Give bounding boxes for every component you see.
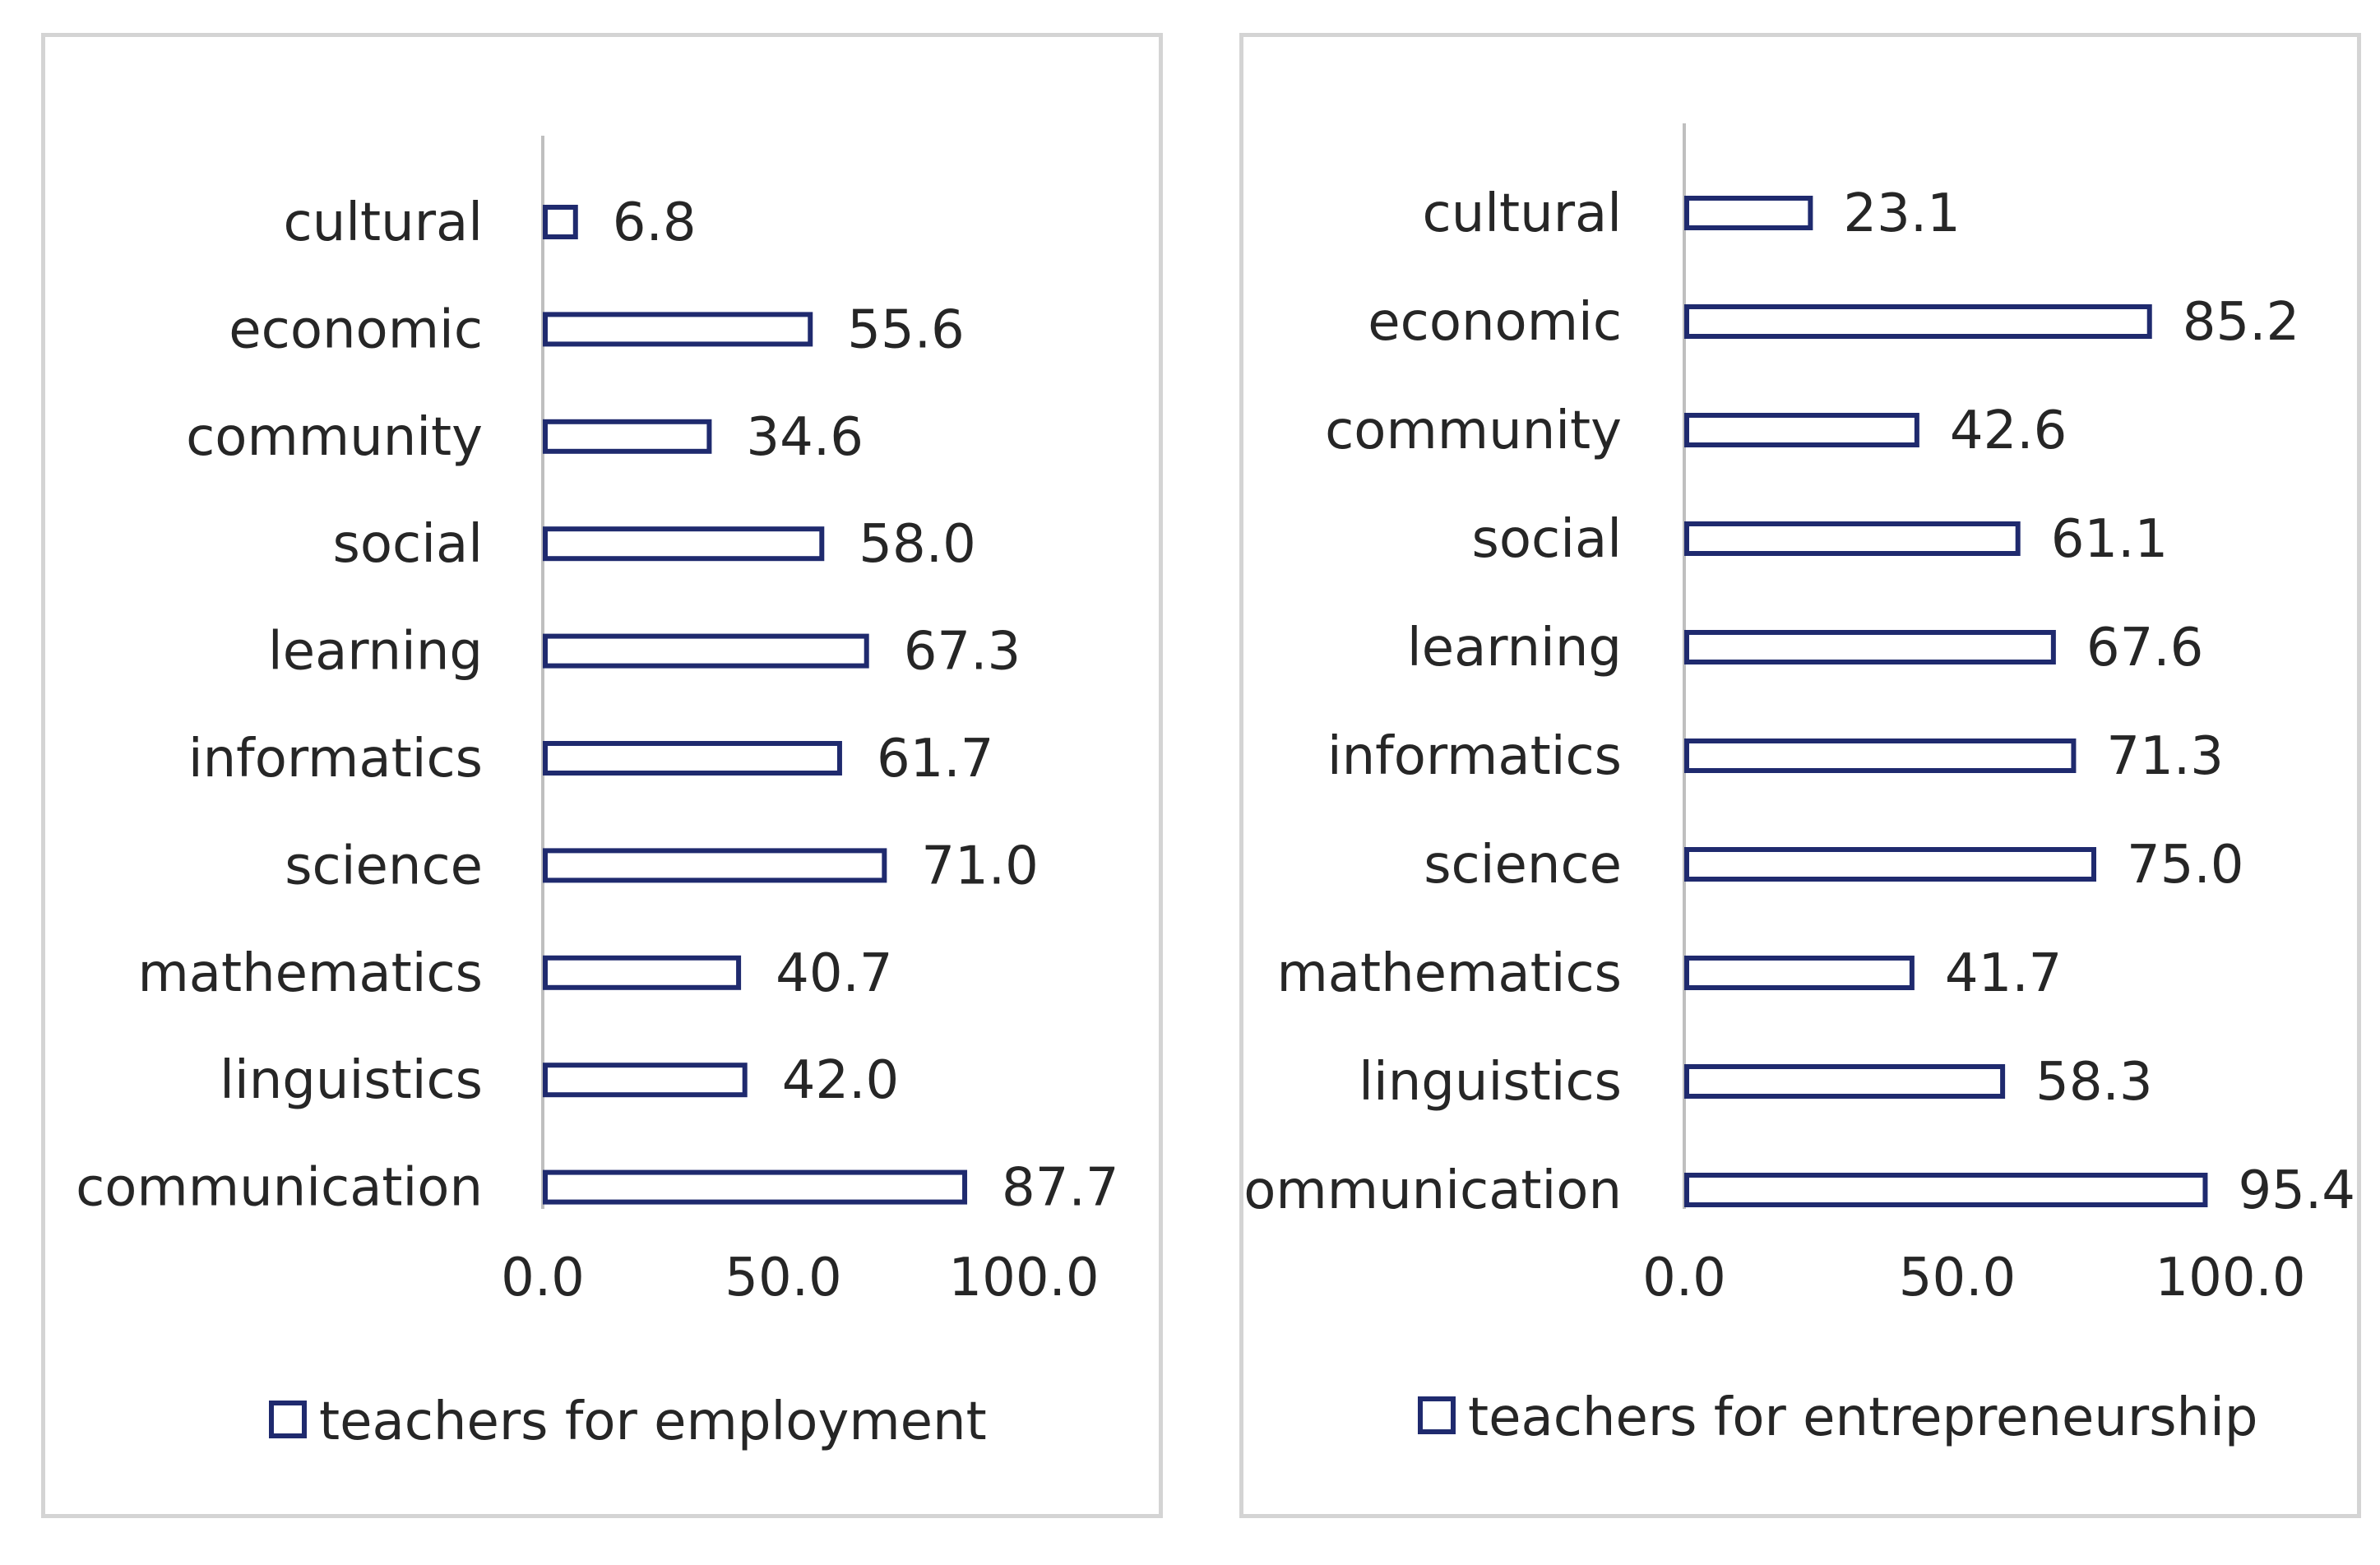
data-label: 71.0 — [921, 836, 1039, 896]
x-tick-label: 100.0 — [948, 1248, 1099, 1308]
bar — [543, 633, 869, 669]
chart-employment: cultural 6.8 economic 55.6 community 34.6 soci… — [76, 136, 1119, 1452]
data-label: 71.3 — [2106, 726, 2224, 787]
data-label: 95.4 — [2238, 1160, 2355, 1221]
bar — [543, 205, 578, 239]
data-label: 23.1 — [1843, 183, 1961, 244]
category-label: community — [186, 407, 483, 468]
bar — [543, 526, 825, 562]
category-label: linguistics — [220, 1050, 483, 1111]
category-label: cultural — [284, 192, 484, 253]
category-label: cultural — [1423, 183, 1623, 244]
bar — [1684, 956, 1915, 990]
bar — [543, 741, 842, 776]
category-label: mathematics — [137, 943, 483, 1004]
data-label: 34.6 — [746, 407, 863, 468]
chart-entrepreneurship: cultural 23.1 economic 85.2 community 42.6 soc… — [1243, 123, 2355, 1448]
data-label: 67.3 — [904, 622, 1021, 683]
category-label: economic — [229, 299, 483, 360]
x-tick-label: 50.0 — [1899, 1248, 2017, 1308]
chart-panel-employment: cultural 6.8 economic 55.6 community 34.6 soci… — [41, 33, 1163, 1518]
bar — [543, 419, 712, 454]
data-label: 58.3 — [2035, 1052, 2153, 1113]
x-tick-label: 100.0 — [2155, 1248, 2305, 1308]
x-tick-label: 0.0 — [1642, 1248, 1726, 1308]
bar — [1684, 413, 1919, 447]
category-label: social — [1472, 509, 1622, 570]
bar — [1684, 196, 1813, 230]
bar — [543, 1063, 748, 1098]
data-label: 75.0 — [2127, 835, 2244, 896]
bar — [1684, 1173, 2208, 1207]
data-label: 61.7 — [877, 729, 994, 789]
data-label: 87.7 — [1002, 1158, 1119, 1219]
chart-panel-entrepreneurship: cultural 23.1 economic 85.2 community 42.6 soc… — [1239, 33, 2361, 1518]
legend-label: teachers for entrepreneurship — [1468, 1387, 2258, 1448]
category-label: linguistics — [1359, 1052, 1622, 1113]
category-label: science — [285, 836, 483, 896]
bar — [543, 1169, 968, 1205]
data-label: 67.6 — [2086, 618, 2204, 678]
data-label: 55.6 — [847, 299, 965, 360]
bar — [1684, 847, 2096, 882]
data-label: 58.0 — [859, 514, 976, 575]
bar — [1684, 739, 2077, 773]
bar — [1684, 1064, 2006, 1099]
legend-label: teachers for employment — [319, 1391, 987, 1452]
category-label: mathematics — [1276, 943, 1622, 1004]
data-label: 42.0 — [782, 1050, 899, 1111]
data-label: 6.8 — [613, 192, 697, 253]
category-label: informatics — [188, 729, 483, 789]
data-label: 42.6 — [1950, 401, 2067, 461]
category-label: community — [1325, 401, 1622, 461]
bar — [543, 848, 887, 883]
bar — [543, 955, 742, 990]
category-label: communication — [1243, 1160, 1622, 1221]
data-label: 61.1 — [2051, 509, 2169, 570]
legend-swatch — [269, 1401, 307, 1438]
category-label: learning — [1407, 618, 1622, 678]
category-label: social — [333, 514, 483, 575]
bar — [1684, 521, 2021, 556]
x-tick-label: 0.0 — [501, 1248, 585, 1308]
category-label: informatics — [1327, 726, 1622, 787]
x-tick-label: 50.0 — [725, 1248, 842, 1308]
data-label: 40.7 — [776, 943, 893, 1004]
data-label: 41.7 — [1945, 943, 2063, 1004]
bar — [1684, 630, 2056, 664]
category-label: economic — [1368, 292, 1622, 353]
bar — [543, 312, 813, 347]
category-label: communication — [76, 1158, 483, 1219]
legend-swatch — [1418, 1396, 1456, 1434]
category-label: science — [1424, 835, 1622, 896]
data-label: 85.2 — [2183, 292, 2300, 353]
category-label: learning — [268, 622, 483, 683]
bar — [1684, 304, 2152, 339]
